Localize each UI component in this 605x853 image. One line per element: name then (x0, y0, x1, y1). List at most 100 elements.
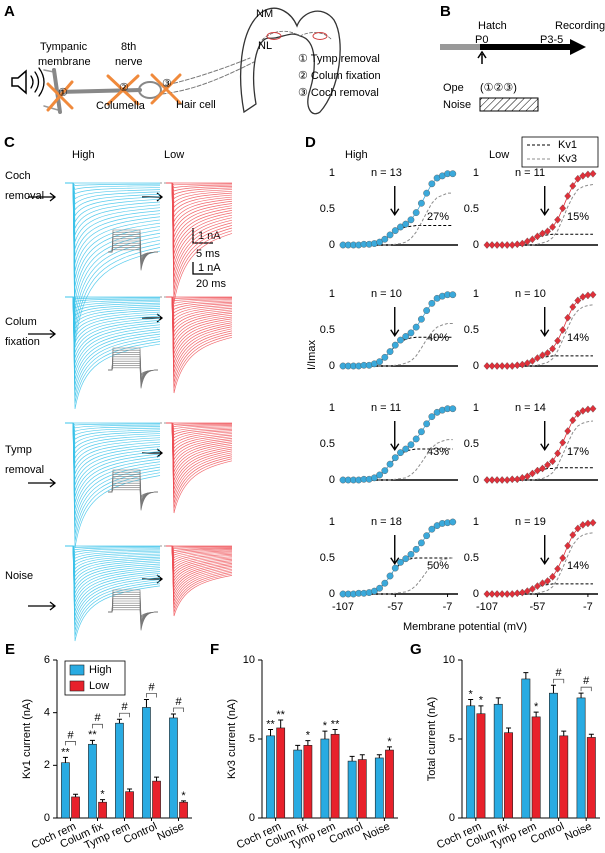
x-tick-label: -107 (332, 601, 354, 613)
data-point (559, 438, 567, 447)
trace (65, 545, 161, 563)
row-label: Coch (5, 170, 31, 182)
x-tick-label: -57 (387, 601, 403, 613)
y-tick-label: 0.5 (320, 552, 335, 564)
trace (164, 182, 233, 200)
inset-trace (108, 482, 159, 506)
bar (521, 678, 531, 819)
data-point (428, 413, 436, 421)
label: P0 (475, 34, 488, 46)
error-bar (143, 699, 149, 708)
trace (164, 296, 233, 299)
data-point (418, 315, 425, 323)
error-bar (89, 739, 95, 745)
fit-line (343, 439, 453, 481)
bar (476, 713, 486, 819)
row-label: removal (5, 190, 44, 202)
bar (549, 692, 558, 819)
data-point (589, 169, 597, 178)
error-bar (533, 711, 539, 717)
legend-label: Kv1 (558, 139, 577, 151)
error-bar (349, 755, 355, 762)
trace (65, 296, 161, 300)
error-bar (127, 788, 133, 792)
legend-swatch (69, 664, 85, 676)
panel-label: B (440, 3, 451, 20)
data-point (528, 357, 536, 365)
data-point (564, 541, 572, 550)
inset-trace (108, 602, 159, 626)
error-bar (478, 705, 484, 714)
y-tick-label: 0.5 (320, 203, 335, 215)
inset-trace (108, 485, 159, 508)
x-axis-label: Membrane potential (mV) (403, 621, 527, 633)
trace (164, 422, 233, 433)
significance: * (181, 790, 186, 802)
data-point (533, 232, 541, 241)
data-point (554, 564, 562, 573)
y-tick-label: 1 (329, 167, 335, 179)
data-point (523, 237, 531, 246)
pair-significance: # (583, 675, 590, 687)
label: NL (258, 40, 272, 52)
bar (71, 796, 80, 819)
percent-label: 14% (567, 560, 589, 572)
trace (164, 545, 233, 617)
hair-cell (138, 81, 162, 99)
trace (65, 296, 161, 302)
data-point (589, 518, 597, 527)
column-title: Low (164, 149, 184, 161)
data-point (397, 449, 404, 457)
data-point (483, 476, 491, 484)
significance: * (323, 720, 328, 732)
y-tick-label: 10 (243, 654, 255, 666)
error-bar (305, 740, 311, 746)
trace (65, 296, 161, 317)
bar (586, 737, 596, 819)
trace (65, 182, 161, 195)
data-point (376, 471, 383, 479)
trace (65, 182, 161, 200)
data-point (518, 588, 526, 597)
significance: ** (88, 729, 97, 741)
brainstem (240, 7, 341, 115)
data-point (493, 590, 501, 598)
inset-trace (108, 487, 159, 509)
error-bar (154, 776, 160, 782)
legend-box (521, 136, 599, 168)
data-point (428, 299, 436, 307)
trace (164, 296, 233, 311)
data-point (488, 590, 496, 598)
removal-cross (46, 73, 182, 112)
data-point (539, 351, 546, 360)
data-point (493, 241, 501, 249)
percent-label: 14% (567, 332, 589, 344)
y-tick-label: 0 (473, 239, 479, 251)
data-point (559, 554, 567, 562)
n-label: n = 19 (515, 516, 546, 528)
bar (276, 727, 286, 819)
data-point (370, 587, 378, 595)
bar (142, 707, 151, 819)
data-point (488, 241, 496, 249)
data-point (498, 590, 506, 598)
y-tick-label: 1 (329, 402, 335, 414)
pair-significance: # (94, 712, 101, 724)
n-label: n = 10 (371, 288, 402, 300)
n-label: n = 18 (371, 516, 402, 528)
data-point (539, 229, 546, 238)
error-bar (359, 754, 365, 760)
data-point (488, 362, 496, 370)
y-tick-label: 1 (329, 516, 335, 528)
y-tick-label: 5 (249, 733, 255, 745)
label: nerve (115, 56, 143, 68)
trace (65, 182, 161, 186)
pair-significance: # (121, 701, 128, 713)
inset-trace (108, 356, 159, 381)
panel-label: F (210, 641, 219, 658)
arrow (540, 420, 550, 452)
data-point (574, 524, 582, 533)
timeline-pre (440, 44, 480, 50)
data-point (483, 362, 491, 370)
nucleus (312, 32, 328, 40)
